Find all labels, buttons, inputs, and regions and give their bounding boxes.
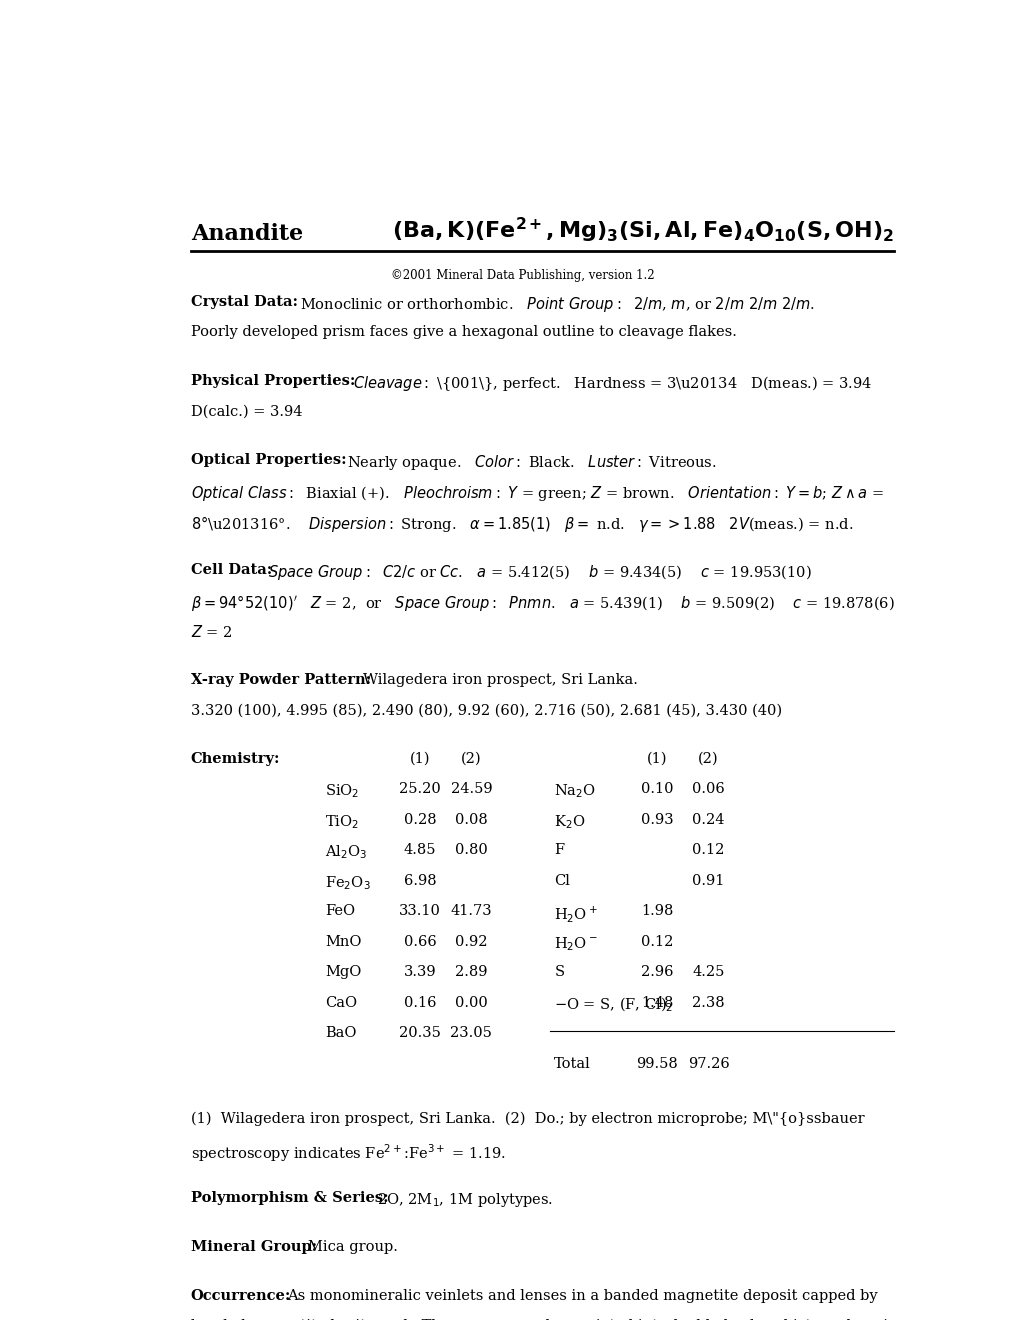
Text: 20.35: 20.35 — [398, 1027, 440, 1040]
Text: 0.92: 0.92 — [454, 935, 487, 949]
Text: Nearly opaque.   $\it{Color:}$ Black.   $\it{Luster:}$ Vitreous.: Nearly opaque. $\it{Color:}$ Black. $\it… — [346, 453, 716, 473]
Text: $\beta = 94°52(10)^{\prime}$   $Z$ = 2,  or   $\it{Space\ Group:}$  $Pnmn$.   $a: $\beta = 94°52(10)^{\prime}$ $Z$ = 2, or… — [191, 594, 894, 614]
Text: spectroscopy indicates Fe$^{2+}$:Fe$^{3+}$ = 1.19.: spectroscopy indicates Fe$^{2+}$:Fe$^{3+… — [191, 1142, 505, 1164]
Text: F: F — [554, 843, 564, 858]
Text: 2.96: 2.96 — [640, 965, 673, 979]
Text: (1): (1) — [646, 752, 666, 766]
Text: (1): (1) — [410, 752, 430, 766]
Text: Mica group.: Mica group. — [308, 1239, 397, 1254]
Text: 2O, 2M$_1$, 1M polytypes.: 2O, 2M$_1$, 1M polytypes. — [376, 1191, 552, 1209]
Text: H$_2$O$^-$: H$_2$O$^-$ — [554, 935, 597, 953]
Text: 0.00: 0.00 — [454, 995, 487, 1010]
Text: $\it{Space\ Group:}$  $C2/c$ or $Cc$.   $a$ = 5.412(5)    $b$ = 9.434(5)    $c$ : $\it{Space\ Group:}$ $C2/c$ or $Cc$. $a$… — [268, 562, 811, 582]
Text: 2.38: 2.38 — [692, 995, 725, 1010]
Text: Cell Data:: Cell Data: — [191, 562, 272, 577]
Text: FeO: FeO — [325, 904, 355, 919]
Text: Crystal Data:: Crystal Data: — [191, 294, 298, 309]
Text: Occurrence:: Occurrence: — [191, 1288, 290, 1303]
Text: Monoclinic or orthorhombic.   $\it{Point\ Group:}$  $2/m$, $m$, or $2/m\ 2/m\ 2/: Monoclinic or orthorhombic. $\it{Point\ … — [300, 294, 814, 314]
Text: 0.16: 0.16 — [404, 995, 436, 1010]
Text: 99.58: 99.58 — [636, 1057, 678, 1071]
Text: 97.26: 97.26 — [687, 1057, 729, 1071]
Text: X-ray Powder Pattern:: X-ray Powder Pattern: — [191, 673, 371, 686]
Text: $\mathbf{(Ba, K)(Fe^{2+}, Mg)_3(Si, Al, Fe)_4O_{10}(S, OH)_2}$: $\mathbf{(Ba, K)(Fe^{2+}, Mg)_3(Si, Al, … — [391, 215, 894, 244]
Text: 33.10: 33.10 — [398, 904, 440, 919]
Text: Optical Properties:: Optical Properties: — [191, 453, 346, 467]
Text: 4.85: 4.85 — [404, 843, 436, 858]
Text: D(calc.) = 3.94: D(calc.) = 3.94 — [191, 404, 302, 418]
Text: MnO: MnO — [325, 935, 362, 949]
Text: $-$O = S, (F, Cl)$_2$: $-$O = S, (F, Cl)$_2$ — [554, 995, 674, 1014]
Text: 0.24: 0.24 — [692, 813, 725, 826]
Text: 25.20: 25.20 — [398, 783, 440, 796]
Text: Poorly developed prism faces give a hexagonal outline to cleavage flakes.: Poorly developed prism faces give a hexa… — [191, 325, 736, 339]
Text: Anandite: Anandite — [191, 223, 303, 244]
Text: Polymorphism & Series:: Polymorphism & Series: — [191, 1191, 388, 1205]
Text: Al$_2$O$_3$: Al$_2$O$_3$ — [325, 843, 367, 861]
Text: 23.05: 23.05 — [450, 1027, 492, 1040]
Text: BaO: BaO — [325, 1027, 357, 1040]
Text: 0.66: 0.66 — [404, 935, 436, 949]
Text: 0.28: 0.28 — [404, 813, 436, 826]
Text: 0.91: 0.91 — [692, 874, 723, 888]
Text: Total: Total — [554, 1057, 591, 1071]
Text: 3.320 (100), 4.995 (85), 2.490 (80), 9.92 (60), 2.716 (50), 2.681 (45), 3.430 (4: 3.320 (100), 4.995 (85), 2.490 (80), 9.9… — [191, 704, 782, 717]
Text: 0.08: 0.08 — [454, 813, 487, 826]
Text: 3.39: 3.39 — [404, 965, 436, 979]
Text: $8°$\u201316°.    $\it{Dispersion:}$ Strong.   $\alpha = 1.85(1)$   $\beta =$ n.: $8°$\u201316°. $\it{Dispersion:}$ Strong… — [191, 515, 852, 535]
Text: Chemistry:: Chemistry: — [191, 752, 280, 766]
Text: K$_2$O: K$_2$O — [554, 813, 585, 830]
Text: S: S — [554, 965, 564, 979]
Text: 6.98: 6.98 — [404, 874, 436, 888]
Text: (1)  Wilagedera iron prospect, Sri Lanka.  (2)  Do.; by electron microprobe; M\": (1) Wilagedera iron prospect, Sri Lanka.… — [191, 1111, 863, 1126]
Text: $\it{Cleavage:}$ \{001\}, perfect.   Hardness = 3\u20134   D(meas.) = 3.94: $\it{Cleavage:}$ \{001\}, perfect. Hardn… — [353, 374, 871, 393]
Text: Physical Properties:: Physical Properties: — [191, 374, 355, 388]
Text: MgO: MgO — [325, 965, 361, 979]
Text: 2.89: 2.89 — [454, 965, 487, 979]
Text: Fe$_2$O$_3$: Fe$_2$O$_3$ — [325, 874, 371, 891]
Text: 0.10: 0.10 — [640, 783, 673, 796]
Text: Cl: Cl — [554, 874, 570, 888]
Text: Wilagedera iron prospect, Sri Lanka.: Wilagedera iron prospect, Sri Lanka. — [363, 673, 637, 686]
Text: 0.06: 0.06 — [692, 783, 725, 796]
Text: 0.93: 0.93 — [640, 813, 673, 826]
Text: 0.80: 0.80 — [454, 843, 487, 858]
Text: Na$_2$O: Na$_2$O — [554, 783, 596, 800]
Text: TiO$_2$: TiO$_2$ — [325, 813, 359, 830]
Text: $\it{Optical\ Class:}$  Biaxial (+).   $\it{Pleochroism:}$ $Y$ = green; $Z$ = br: $\it{Optical\ Class:}$ Biaxial (+). $\it… — [191, 483, 883, 503]
Text: (2): (2) — [698, 752, 718, 766]
Text: 0.12: 0.12 — [692, 843, 723, 858]
Text: SiO$_2$: SiO$_2$ — [325, 783, 359, 800]
Text: $Z$ = 2: $Z$ = 2 — [191, 624, 232, 640]
Text: 41.73: 41.73 — [450, 904, 492, 919]
Text: ©2001 Mineral Data Publishing, version 1.2: ©2001 Mineral Data Publishing, version 1… — [390, 269, 654, 282]
Text: 0.12: 0.12 — [640, 935, 673, 949]
Text: (2): (2) — [461, 752, 481, 766]
Text: 1.48: 1.48 — [640, 995, 673, 1010]
Text: 24.59: 24.59 — [450, 783, 492, 796]
Text: 4.25: 4.25 — [692, 965, 723, 979]
Text: 1.98: 1.98 — [640, 904, 673, 919]
Text: Mineral Group:: Mineral Group: — [191, 1239, 317, 1254]
Text: CaO: CaO — [325, 995, 357, 1010]
Text: H$_2$O$^+$: H$_2$O$^+$ — [554, 904, 597, 924]
Text: As monomineralic veinlets and lenses in a banded magnetite deposit capped by: As monomineralic veinlets and lenses in … — [287, 1288, 877, 1303]
